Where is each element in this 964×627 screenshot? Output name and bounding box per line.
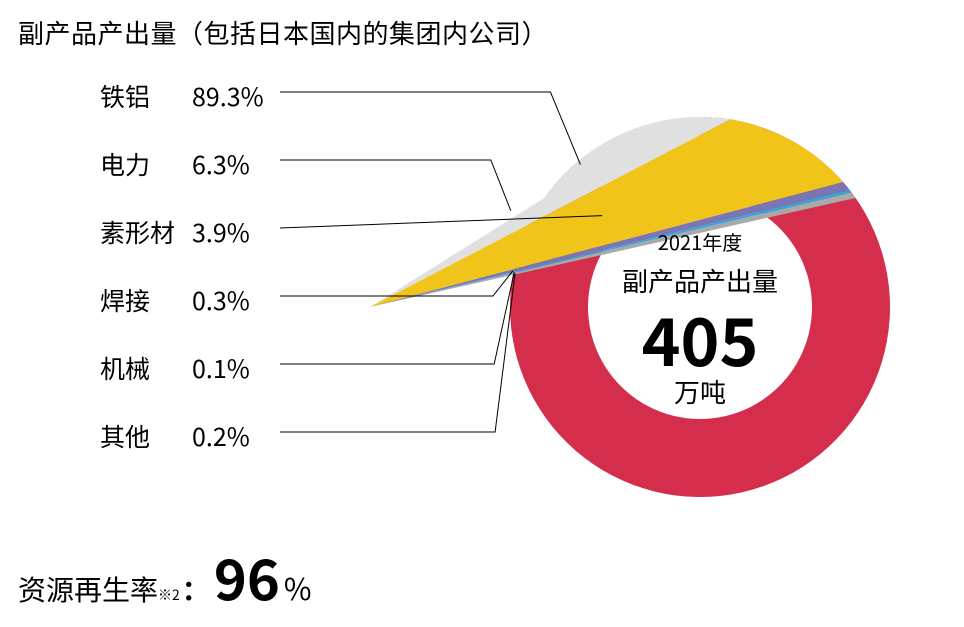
footer-pct: % bbox=[284, 565, 312, 609]
footer-value: 96 bbox=[214, 549, 280, 605]
footer-label: 资源再生率 bbox=[18, 569, 158, 609]
footer-colon: ： bbox=[182, 569, 210, 609]
donut-center: 2021年度 副产品产出量 405 万吨 bbox=[580, 227, 820, 410]
center-unit: 万吨 bbox=[580, 373, 820, 410]
leader-line bbox=[280, 160, 511, 211]
leader-line bbox=[280, 272, 514, 364]
center-year: 2021年度 bbox=[580, 227, 820, 256]
center-num: 405 bbox=[580, 305, 820, 371]
footer-sup: ※2 bbox=[158, 585, 180, 605]
footer: 资源再生率 ※2 ： 96 % bbox=[18, 549, 312, 609]
leader-line bbox=[280, 92, 580, 165]
